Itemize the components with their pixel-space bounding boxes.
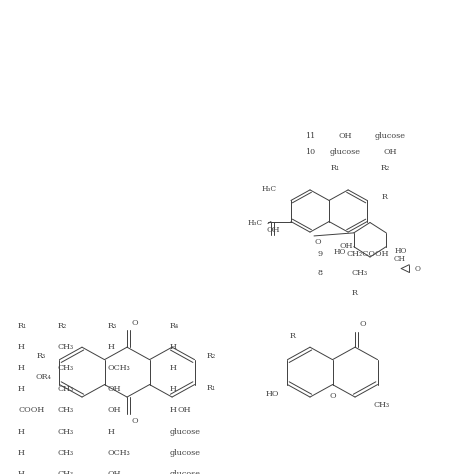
Text: H: H [18, 343, 25, 351]
Text: OH: OH [339, 242, 353, 249]
Text: O: O [315, 237, 321, 246]
Text: H: H [108, 428, 115, 436]
Text: glucose: glucose [374, 132, 405, 140]
Text: H: H [18, 428, 25, 436]
Text: glucose: glucose [170, 470, 201, 474]
Text: O: O [360, 320, 366, 328]
Text: O: O [132, 319, 138, 327]
Text: O: O [132, 417, 138, 425]
Text: CH₂COOH: CH₂COOH [347, 250, 389, 258]
Text: HO: HO [333, 248, 346, 256]
Text: 9: 9 [318, 250, 323, 258]
Text: OH: OH [383, 147, 397, 155]
Text: R₁: R₁ [207, 384, 216, 392]
Text: R₂: R₂ [380, 164, 390, 172]
Text: H: H [170, 365, 177, 372]
Text: OH: OH [266, 226, 280, 234]
Text: OR₄: OR₄ [36, 373, 52, 381]
Text: R: R [352, 289, 358, 297]
Text: H: H [18, 365, 25, 372]
Text: H: H [18, 449, 25, 456]
Text: R₃: R₃ [36, 352, 46, 360]
Text: H: H [18, 470, 25, 474]
Text: H: H [170, 343, 177, 351]
Text: H: H [170, 407, 177, 414]
Text: O: O [329, 392, 336, 400]
Text: R: R [381, 192, 387, 201]
Text: glucose: glucose [170, 428, 201, 436]
Text: H: H [108, 343, 115, 351]
Text: 8: 8 [318, 269, 322, 277]
Text: 11: 11 [305, 132, 315, 140]
Text: CH₃: CH₃ [352, 269, 368, 277]
Text: R₁: R₁ [330, 164, 340, 172]
Text: OH: OH [177, 407, 191, 414]
Text: H: H [170, 385, 177, 393]
Text: COOH: COOH [18, 407, 44, 414]
Text: CH₃: CH₃ [58, 385, 74, 393]
Text: CH₃: CH₃ [58, 470, 74, 474]
Text: OH: OH [108, 470, 121, 474]
Text: H₃C: H₃C [248, 219, 263, 228]
Text: CH₃: CH₃ [58, 449, 74, 456]
Text: OCH₃: OCH₃ [108, 365, 131, 372]
Text: H: H [18, 385, 25, 393]
Text: glucose: glucose [170, 449, 201, 456]
Text: R₃: R₃ [108, 322, 117, 330]
Text: O: O [414, 264, 420, 273]
Text: CH₃: CH₃ [58, 407, 74, 414]
Text: OH: OH [108, 407, 121, 414]
Text: CH₃: CH₃ [58, 365, 74, 372]
Text: R₄: R₄ [170, 322, 179, 330]
Text: H₃C: H₃C [262, 185, 277, 193]
Text: HO: HO [266, 390, 280, 398]
Text: R₂: R₂ [207, 352, 216, 360]
Text: R: R [290, 332, 296, 340]
Text: CH: CH [393, 255, 405, 263]
Text: OH: OH [108, 385, 121, 393]
Text: OCH₃: OCH₃ [108, 449, 131, 456]
Text: CH₃: CH₃ [373, 401, 389, 409]
Text: R₁: R₁ [18, 322, 27, 330]
Text: 10: 10 [305, 147, 315, 155]
Text: R₂: R₂ [58, 322, 67, 330]
Text: glucose: glucose [329, 147, 361, 155]
Text: OH: OH [338, 132, 352, 140]
Text: CH₃: CH₃ [58, 343, 74, 351]
Text: CH₃: CH₃ [58, 428, 74, 436]
Text: HO: HO [394, 246, 407, 255]
